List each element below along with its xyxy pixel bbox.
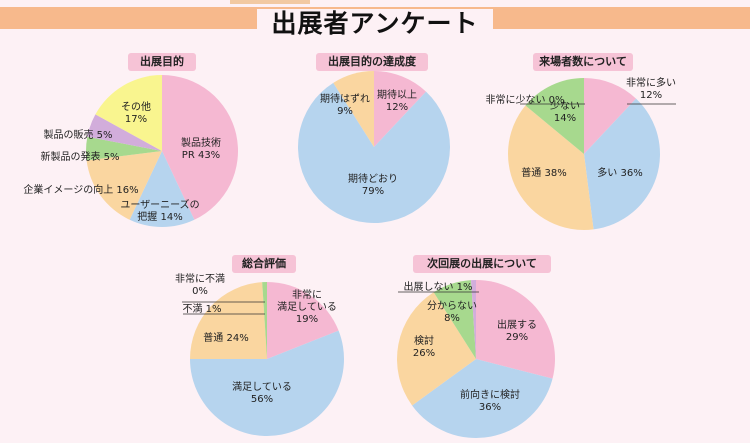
slice-label: 分からない 8% bbox=[427, 300, 477, 324]
pie-chart-3: 非常に満足している 19% 満足している 56% 普通 24% 不満 1% 非常に不満 0% bbox=[175, 272, 344, 437]
pie-slice bbox=[397, 292, 476, 406]
pie-slice bbox=[86, 151, 162, 220]
pie-chart-4: 出展する 29% 前向きに検討 36% 検討 26% 分からない 8% 出展しない 1% bbox=[397, 280, 556, 439]
slice-label: 期待以上 12% bbox=[377, 88, 417, 113]
slice-label: 非常に不満 0% bbox=[175, 272, 225, 297]
title-band-accent bbox=[230, 0, 310, 4]
pie-slice bbox=[262, 282, 267, 359]
slice-label: 非常に多い 12% bbox=[626, 76, 676, 101]
slice-label: 新製品の発表 5% bbox=[40, 150, 119, 163]
slice-label: 満足している 56% bbox=[232, 381, 292, 405]
slice-label: 普通 24% bbox=[203, 331, 248, 344]
slice-label: 前向きに検討 36% bbox=[460, 388, 520, 413]
pie-chart-1: 期待以上 12% 期待どおり 79% 期待はずれ 9% bbox=[298, 71, 451, 223]
slice-label: 出展しない 1% bbox=[403, 280, 472, 293]
pie-slice bbox=[298, 82, 451, 223]
pie-slice bbox=[584, 98, 661, 230]
pie-slice bbox=[412, 359, 553, 439]
pie-slice bbox=[471, 280, 476, 359]
pie-slice bbox=[190, 282, 267, 359]
pie-chart-2: 非常に多い 12% 多い 36% 普通 38% 少ない 14%非常に少ない 0% bbox=[485, 76, 676, 230]
slice-label: 企業イメージの向上 16% bbox=[23, 183, 138, 196]
slice-label: 期待はずれ 9% bbox=[320, 92, 370, 117]
pie-slice bbox=[86, 136, 162, 161]
slice-label: 期待どおり 79% bbox=[348, 172, 398, 197]
chart-title-purpose: 出展目的 bbox=[128, 53, 196, 71]
chart-title-next-exhibition: 次回展の出展について bbox=[413, 255, 551, 273]
pie-slice bbox=[129, 151, 195, 228]
slice-label: 出展する 29% bbox=[497, 318, 537, 343]
pie-slice bbox=[333, 71, 374, 147]
slice-label: 普通 38% bbox=[521, 166, 566, 179]
slice-label: ユーザーニーズの把握 14% bbox=[120, 198, 199, 223]
slice-label: その他 17% bbox=[121, 100, 151, 125]
pie-chart-0: 製品技術 PR 43% ユーザーニーズの把握 14% 企業イメージの向上 16% 新製品… bbox=[23, 75, 239, 228]
page-title: 出展者アンケート bbox=[0, 4, 750, 40]
slice-label: 製品技術 PR 43% bbox=[181, 136, 221, 161]
pie-slice bbox=[476, 280, 556, 379]
pie-slice bbox=[87, 114, 162, 151]
pie-slice bbox=[162, 75, 239, 220]
chart-title-overall: 総合評価 bbox=[232, 255, 296, 273]
pie-slice bbox=[374, 71, 427, 147]
slice-label: 不満 1% bbox=[182, 303, 221, 315]
chart-title-visitors: 来場者数について bbox=[533, 53, 633, 71]
slice-label: 非常に少ない 0% bbox=[485, 93, 564, 106]
pie-slice bbox=[190, 330, 344, 437]
pie-slice bbox=[508, 105, 594, 230]
slice-label: 製品の販売 5% bbox=[43, 128, 112, 141]
pie-slice bbox=[584, 77, 637, 154]
page-title-text: 出展者アンケート bbox=[257, 9, 493, 38]
slice-label: 少ない 14% bbox=[550, 100, 580, 124]
slice-label: 多い 36% bbox=[597, 166, 642, 179]
slice-label: 非常に満足している 19% bbox=[277, 288, 337, 325]
slice-label: 検討 26% bbox=[413, 334, 435, 359]
pie-slice bbox=[267, 282, 339, 359]
pie-slice bbox=[433, 280, 476, 359]
pie-slice bbox=[95, 75, 162, 151]
pie-slice bbox=[525, 78, 584, 154]
chart-title-achievement: 出展目的の達成度 bbox=[316, 53, 428, 71]
